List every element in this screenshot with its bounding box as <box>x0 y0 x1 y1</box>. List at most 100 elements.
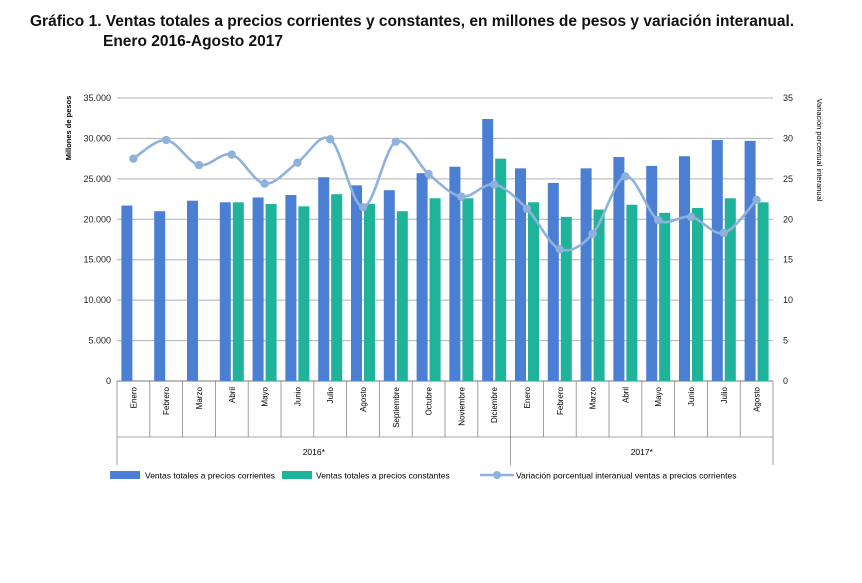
legend-swatch-corrientes <box>110 471 140 479</box>
bar-constantes <box>298 206 310 381</box>
bar-corrientes <box>383 190 395 381</box>
line-point <box>654 215 663 225</box>
x-tick-label: Octubre <box>425 386 434 415</box>
x-tick-label: Julio <box>720 386 729 403</box>
bar-corrientes <box>515 168 526 381</box>
x-tick-label: Abril <box>228 387 237 403</box>
bar-corrientes <box>547 182 559 381</box>
title-line-1: Gráfico 1. Ventas totales a precios corr… <box>30 13 795 30</box>
line-point <box>555 245 564 254</box>
bar-corrientes <box>252 197 264 381</box>
line-point <box>588 229 597 239</box>
bar-constantes <box>364 203 375 381</box>
bar-corrientes <box>646 165 658 381</box>
line-point <box>260 179 269 188</box>
y-tick-label: 20.000 <box>83 214 111 224</box>
y2-tick-label: 5 <box>783 336 788 346</box>
bar-constantes <box>528 202 539 381</box>
y2-tick-label: 30 <box>783 133 793 143</box>
y-tick-label: 10.000 <box>83 295 111 305</box>
bar-corrientes <box>351 185 362 381</box>
bar-corrientes <box>121 205 133 381</box>
y2-tick-label: 35 <box>783 93 793 103</box>
bar-constantes <box>396 211 408 381</box>
line-point <box>358 202 368 212</box>
bar-corrientes <box>416 173 428 381</box>
y-tick-label: 5.000 <box>88 336 111 346</box>
bar-corrientes <box>482 119 494 381</box>
bar-constantes <box>495 158 507 381</box>
line-point <box>326 135 335 144</box>
bar-corrientes <box>679 156 690 381</box>
title-line-2: Enero 2016-Agosto 2017 <box>103 33 284 50</box>
x-tick-label: Agosto <box>359 386 368 411</box>
bar-constantes <box>265 203 277 381</box>
y2-tick-label: 20 <box>783 214 793 224</box>
bar-corrientes <box>580 168 592 381</box>
bar-corrientes <box>744 140 756 381</box>
line-point <box>457 192 466 201</box>
line-point <box>752 195 761 205</box>
x-tick-label: Febrero <box>556 386 565 415</box>
x-tick-label: Mayo <box>654 386 663 406</box>
legend-swatch-constantes <box>282 471 312 479</box>
line-point <box>129 154 138 163</box>
x-tick-label: Diciembre <box>490 386 499 423</box>
y-tick-label: 15.000 <box>83 255 111 265</box>
x-tick-label: Marzo <box>195 386 204 409</box>
bar-constantes <box>560 216 572 381</box>
bar-corrientes <box>187 200 198 381</box>
bar-corrientes <box>154 211 166 381</box>
y-tick-label: 35.000 <box>83 93 111 103</box>
x-tick-label: Marzo <box>589 386 598 409</box>
y-tick-label: 0 <box>106 376 111 386</box>
legend-swatch-variacion-marker <box>493 471 501 479</box>
y2-tick-label: 25 <box>783 174 793 184</box>
x-tick-label: Julio <box>326 386 335 403</box>
line-point <box>194 160 204 170</box>
y-tick-label: 30.000 <box>83 133 111 143</box>
x-tick-label: Enero <box>129 386 138 408</box>
x-tick-label: Abril <box>621 387 630 403</box>
bar-constantes <box>232 202 244 381</box>
bar-constantes <box>429 198 441 381</box>
x-tick-label: Agosto <box>753 386 762 411</box>
bar-constantes <box>757 202 769 381</box>
bar-constantes <box>659 212 671 381</box>
legend-label-constantes: Ventas totales a precios constantes <box>316 471 450 481</box>
line-variacion <box>132 136 758 252</box>
legend-label-corrientes: Ventas totales a precios corrientes <box>145 471 275 481</box>
x-tick-label: Noviembre <box>457 386 466 425</box>
bar-corrientes <box>318 177 330 381</box>
line-point <box>686 212 696 222</box>
line-point <box>162 135 171 145</box>
bar-corrientes <box>219 202 231 381</box>
y-tick-label: 25.000 <box>83 174 111 184</box>
bar-constantes <box>724 198 736 381</box>
bar-corrientes <box>285 195 297 381</box>
x-tick-label: Febrero <box>162 386 171 415</box>
line-point <box>424 169 433 179</box>
bar-corrientes <box>711 140 723 381</box>
y2-tick-label: 0 <box>783 376 788 386</box>
y2-axis-label: Variación porcentual interanual <box>815 99 824 202</box>
line-point <box>227 150 236 159</box>
bar-corrientes <box>449 166 461 381</box>
line-point <box>391 137 400 146</box>
line-point <box>621 172 630 181</box>
x-tick-label: Enero <box>523 386 532 408</box>
bar-constantes <box>626 204 638 381</box>
group-label: 2017* <box>631 447 654 457</box>
chart-title: Gráfico 1. Ventas totales a precios corr… <box>30 12 830 52</box>
y2-tick-label: 10 <box>783 295 793 305</box>
x-tick-label: Mayo <box>261 386 270 406</box>
line-point <box>719 228 728 238</box>
x-tick-label: Junio <box>293 386 302 406</box>
bar-constantes <box>462 198 474 381</box>
x-tick-label: Septiembre <box>392 386 401 427</box>
bar-corrientes <box>613 157 625 381</box>
x-tick-label: Junio <box>687 386 696 406</box>
bar-constantes <box>692 207 703 381</box>
bar-constantes <box>593 209 605 381</box>
